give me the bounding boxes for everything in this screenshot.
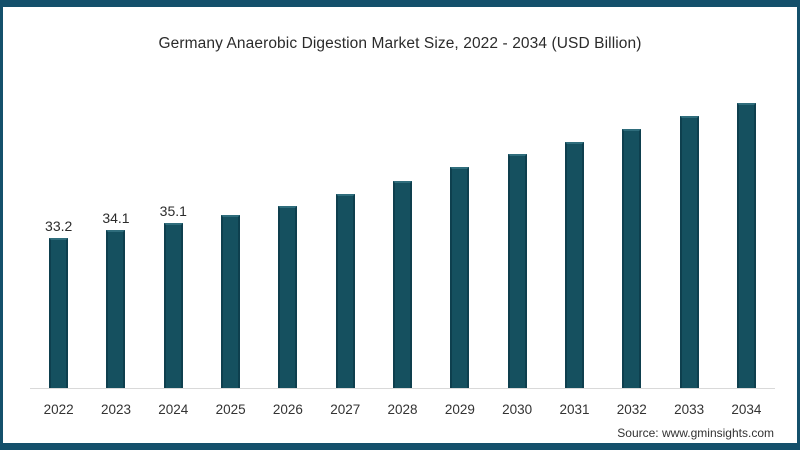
bar-column-2026	[259, 98, 316, 388]
bar-column-2024: 35.1	[145, 98, 202, 388]
bar-value-label-2023: 34.1	[102, 210, 130, 227]
chart-title: Germany Anaerobic Digestion Market Size,…	[158, 35, 642, 52]
bar-column-2034	[718, 98, 775, 388]
x-axis-label-2034: 2034	[731, 402, 762, 417]
bar-column-2025	[202, 98, 259, 388]
x-axis-label-2023: 2023	[100, 402, 131, 417]
bar-2024	[163, 222, 183, 388]
bar-2029	[450, 166, 470, 388]
bar-2025	[221, 214, 241, 388]
x-axis-label-2029: 2029	[444, 402, 475, 417]
bar-2031	[564, 141, 584, 388]
bar-2034	[736, 103, 756, 388]
bar-column-2033	[660, 98, 717, 388]
x-axis-label-2033: 2033	[674, 402, 705, 417]
bar-column-2028	[374, 98, 431, 388]
x-axis-label-2027: 2027	[330, 402, 361, 417]
bar-column-2031	[546, 98, 603, 388]
bar-2033	[679, 116, 699, 388]
bar-2030	[507, 153, 527, 388]
bar-column-2022: 33.2	[30, 98, 87, 388]
bar-column-2029	[431, 98, 488, 388]
bar-2023	[106, 230, 126, 388]
x-axis-label-2024: 2024	[158, 402, 189, 417]
bar-column-2032	[603, 98, 660, 388]
x-axis-label-2025: 2025	[215, 402, 246, 417]
bar-2026	[278, 206, 298, 388]
source-attribution: Source: www.gminsights.com	[617, 426, 774, 440]
x-axis-label-2030: 2030	[502, 402, 533, 417]
x-axis-label-2022: 2022	[43, 402, 74, 417]
bar-2032	[622, 128, 642, 388]
x-axis-label-2031: 2031	[559, 402, 590, 417]
bar-2028	[393, 181, 413, 388]
bar-2027	[335, 193, 355, 388]
bar-column-2027	[317, 98, 374, 388]
plot-area: 33.2 34.1 35.1	[30, 98, 775, 389]
bar-2022	[49, 237, 69, 388]
bar-column-2023: 34.1	[87, 98, 144, 388]
x-axis: 2022 2023 2024 2025 2026 2027 2028 2029 2030 2031…	[30, 402, 775, 417]
bar-column-2030	[489, 98, 546, 388]
x-axis-label-2028: 2028	[387, 402, 418, 417]
x-axis-label-2032: 2032	[616, 402, 647, 417]
bar-value-label-2022: 33.2	[45, 217, 73, 234]
bar-value-label-2024: 35.1	[159, 202, 187, 219]
x-axis-label-2026: 2026	[272, 402, 303, 417]
